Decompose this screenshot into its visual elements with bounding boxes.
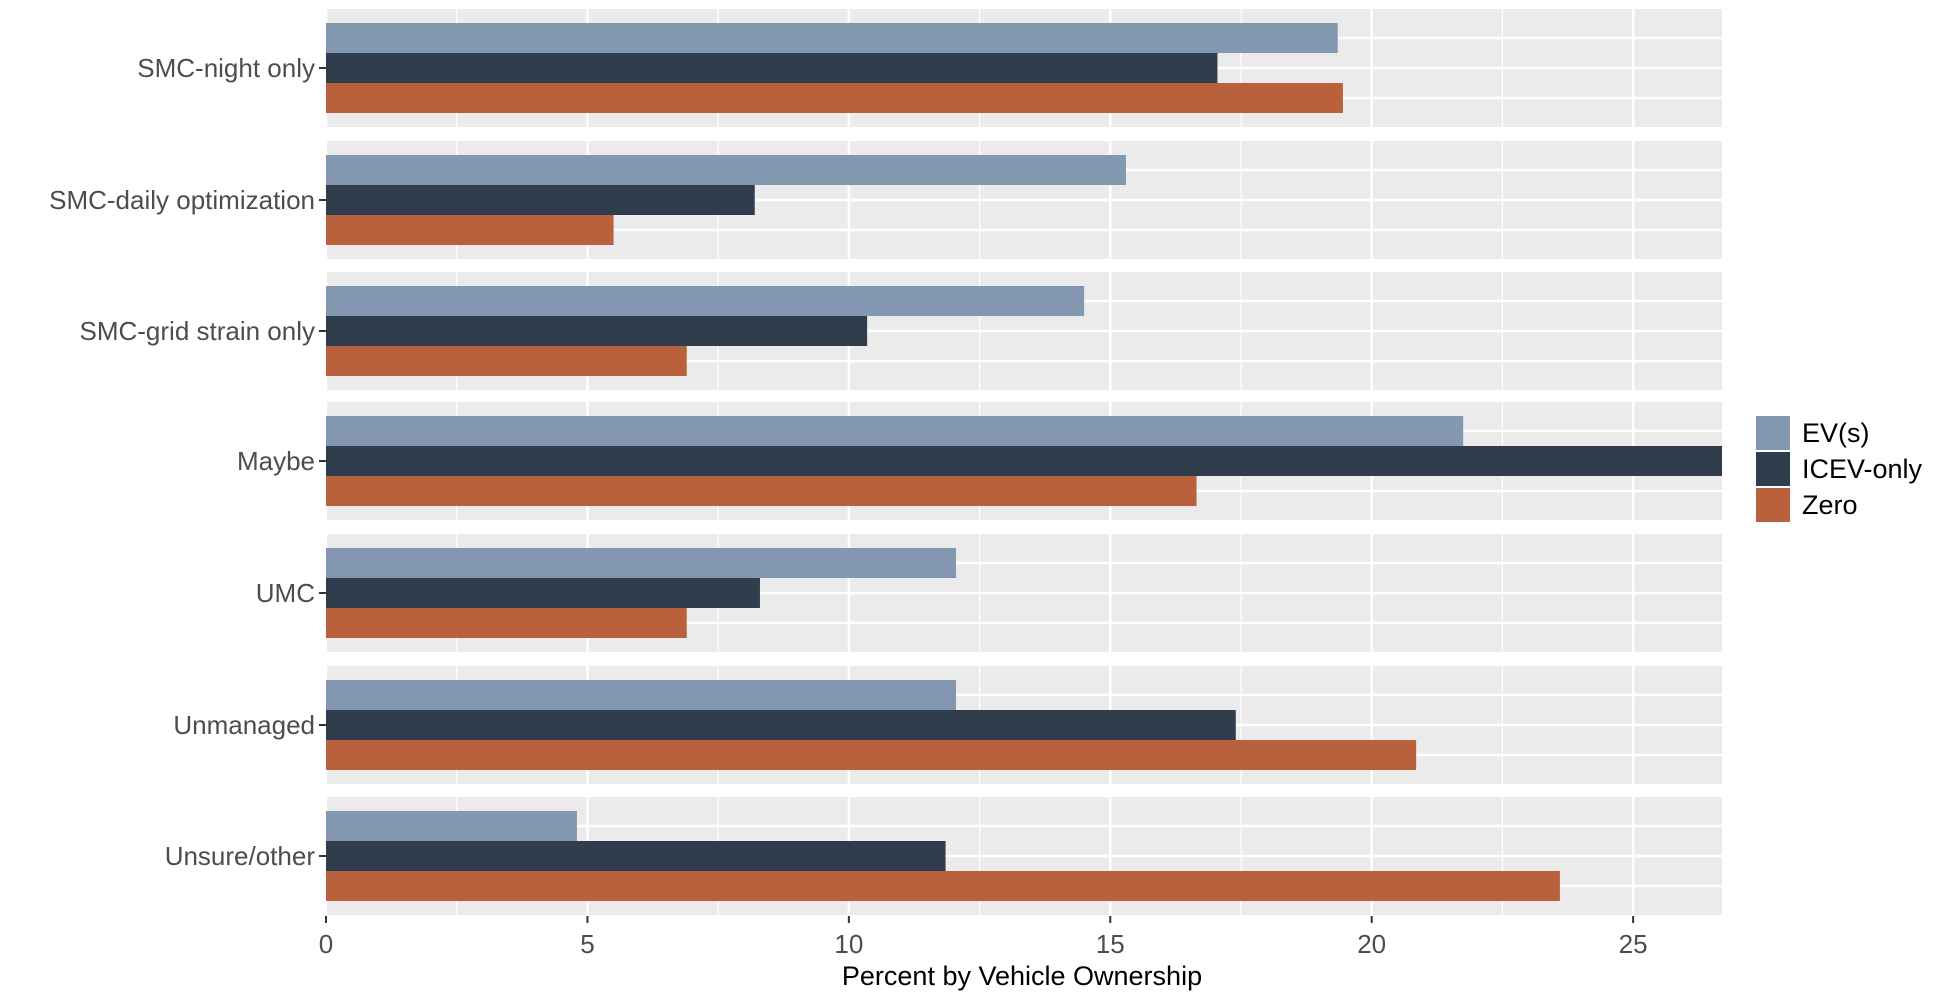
bar xyxy=(326,710,1236,740)
legend-label: Zero xyxy=(1802,490,1858,520)
bar xyxy=(326,316,868,346)
bar xyxy=(326,871,1560,901)
bar xyxy=(326,608,687,638)
x-axis: 0 5 10 15 20 25 xyxy=(319,916,1648,959)
bar xyxy=(326,811,577,841)
bar xyxy=(326,286,1085,316)
bars xyxy=(326,23,1722,901)
category-label: Unsure/other xyxy=(165,841,316,871)
x-tick-label: 5 xyxy=(580,929,594,959)
category-label: Maybe xyxy=(237,446,315,476)
bar xyxy=(326,578,760,608)
bar xyxy=(326,841,946,871)
category-label: Unmanaged xyxy=(173,710,315,740)
x-axis-title: Percent by Vehicle Ownership xyxy=(842,961,1202,991)
legend-key xyxy=(1756,488,1790,522)
legend-label: ICEV-only xyxy=(1802,454,1923,484)
bar xyxy=(326,185,755,215)
x-tick-label: 25 xyxy=(1619,929,1648,959)
x-tick-label: 10 xyxy=(834,929,863,959)
legend-label: EV(s) xyxy=(1802,418,1870,448)
category-label: UMC xyxy=(256,578,315,608)
bar xyxy=(326,215,614,245)
bar xyxy=(326,680,957,710)
category-label: SMC-grid strain only xyxy=(79,316,315,346)
category-labels: SMC-night only SMC-daily optimization SMC-… xyxy=(49,53,326,871)
category-label: SMC-daily optimization xyxy=(49,185,315,215)
bar xyxy=(326,23,1338,53)
x-tick-label: 20 xyxy=(1357,929,1386,959)
bar xyxy=(326,155,1126,185)
bar xyxy=(326,740,1417,770)
bar xyxy=(326,446,1722,476)
bar xyxy=(326,53,1218,83)
bar xyxy=(326,346,687,376)
x-tick-label: 15 xyxy=(1096,929,1125,959)
x-tick-label: 0 xyxy=(319,929,333,959)
bar xyxy=(326,476,1197,506)
category-label: SMC-night only xyxy=(137,53,315,83)
bar xyxy=(326,416,1464,446)
legend-key xyxy=(1756,452,1790,486)
legend-key xyxy=(1756,416,1790,450)
bar xyxy=(326,83,1343,113)
legend: EV(s) ICEV-only Zero xyxy=(1756,416,1923,522)
bar xyxy=(326,548,957,578)
